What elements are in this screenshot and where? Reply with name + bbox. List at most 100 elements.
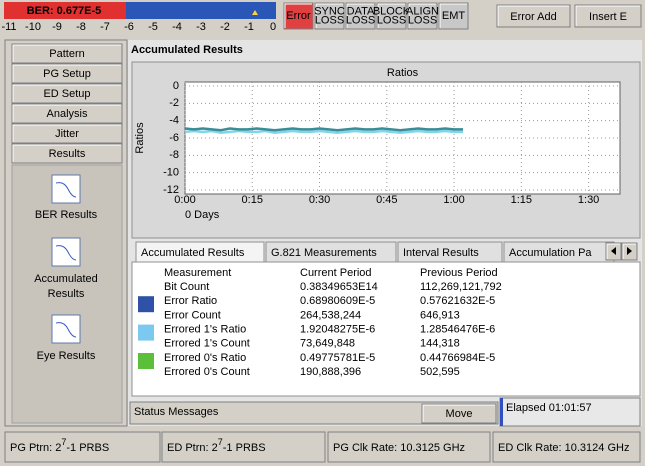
result-label: Results bbox=[48, 288, 85, 300]
ber-scale-label: -4 bbox=[172, 21, 182, 33]
x-tick-label: 1:00 bbox=[443, 194, 464, 206]
footer-cell bbox=[492, 431, 641, 463]
footer-label: ED Ptrn: 27-1 PRBS bbox=[167, 437, 266, 454]
table-area bbox=[131, 261, 641, 397]
plot-area bbox=[184, 81, 621, 195]
tab-scroll-right-bevel bbox=[622, 243, 636, 259]
status-flag bbox=[438, 2, 469, 30]
nav-button-bevel bbox=[12, 104, 121, 122]
nav-label: Analysis bbox=[47, 108, 88, 120]
elapsed-label: Elapsed 01:01:57 bbox=[506, 402, 592, 414]
result-icon[interactable] bbox=[51, 174, 81, 204]
table-cell: 0.68980609E-5 bbox=[300, 295, 375, 307]
button-bevel bbox=[497, 5, 569, 26]
x-sub-label: 0 Days bbox=[185, 209, 220, 221]
result-icon[interactable] bbox=[51, 314, 81, 344]
ber-scale-label: -8 bbox=[76, 21, 86, 33]
row-swatch bbox=[138, 324, 154, 341]
footer-cell bbox=[327, 431, 491, 463]
table-header: Previous Period bbox=[420, 267, 498, 279]
x-tick-label: 1:15 bbox=[511, 194, 532, 206]
table-cell: Error Ratio bbox=[164, 295, 217, 307]
x-tick-label: 0:30 bbox=[309, 194, 330, 206]
status-flag-bevel bbox=[439, 3, 467, 28]
table-header: Measurement bbox=[164, 267, 231, 279]
flag-label: LOSS bbox=[346, 14, 375, 26]
series-line bbox=[184, 127, 464, 132]
table-cell: 1.28546476E-6 bbox=[420, 324, 495, 336]
nav-button-bevel bbox=[12, 124, 121, 142]
status-flag-bevel bbox=[408, 3, 436, 28]
table-cell: 0.44766984E-5 bbox=[420, 352, 495, 364]
nav-label: Jitter bbox=[55, 128, 79, 140]
y-tick-label: 0 bbox=[173, 80, 179, 92]
arrow bbox=[627, 247, 632, 255]
status-flag-bevel bbox=[346, 3, 374, 28]
ber-scale-label: -9 bbox=[52, 21, 62, 33]
table-cell: 0.57621632E-5 bbox=[420, 295, 495, 307]
table-cell: Errored 0's Ratio bbox=[164, 352, 246, 364]
table-cell: 0.49775781E-5 bbox=[300, 352, 375, 364]
table-cell: 1.92048275E-6 bbox=[300, 324, 375, 336]
table-cell: Errored 1's Ratio bbox=[164, 324, 246, 336]
ber-pointer bbox=[252, 10, 258, 15]
status-flag-bevel bbox=[315, 3, 343, 28]
footer-post: -1 PRBS bbox=[66, 442, 109, 454]
result-icon-graphic bbox=[55, 182, 77, 198]
status-flag-bevel bbox=[284, 3, 312, 28]
ber-bar-red bbox=[4, 2, 126, 19]
button[interactable] bbox=[496, 4, 571, 28]
tab-label: Accumulated Results bbox=[141, 247, 245, 259]
nav-button[interactable] bbox=[11, 123, 123, 144]
row-swatch bbox=[138, 353, 154, 369]
row-swatch bbox=[138, 296, 154, 313]
ber-scale-label: -3 bbox=[196, 21, 206, 33]
nav-button-bevel bbox=[12, 44, 121, 62]
status-flag bbox=[314, 2, 345, 30]
footer-pre: ED Ptrn: 2 bbox=[167, 442, 218, 454]
table-cell: 646,913 bbox=[420, 309, 460, 321]
ber-label: BER: 0.677E-5 bbox=[27, 5, 102, 17]
result-icon-graphic bbox=[55, 245, 77, 261]
nav-button[interactable] bbox=[11, 43, 123, 64]
ber-scale-label: -1 bbox=[244, 21, 254, 33]
flag-label: Error bbox=[286, 10, 311, 22]
page-title: Accumulated Results bbox=[131, 44, 243, 56]
table-header: Current Period bbox=[300, 267, 372, 279]
nav-button-bevel bbox=[12, 64, 121, 82]
table-cell: Error Count bbox=[164, 309, 221, 321]
table-cell: Bit Count bbox=[164, 281, 209, 293]
nav-button[interactable] bbox=[11, 143, 123, 164]
flag-label: LOSS bbox=[315, 14, 344, 26]
nav-button[interactable] bbox=[11, 103, 123, 124]
footer-label: ED Clk Rate: 10.3124 GHz bbox=[498, 442, 629, 454]
x-tick-label: 0:45 bbox=[376, 194, 397, 206]
table-cell: 0.38349653E14 bbox=[300, 281, 378, 293]
x-tick-label: 1:30 bbox=[578, 194, 599, 206]
x-tick-label: 0:00 bbox=[174, 194, 195, 206]
nav-label: Results bbox=[49, 148, 86, 160]
table-cell: 190,888,396 bbox=[300, 366, 361, 378]
flag-label: BLOCK bbox=[373, 5, 411, 17]
y-axis-label: Ratios bbox=[134, 122, 146, 154]
table-cell: Errored 0's Count bbox=[164, 366, 250, 378]
result-label: BER Results bbox=[35, 209, 98, 221]
button-label: Error Add bbox=[510, 11, 556, 23]
arrow bbox=[611, 247, 616, 255]
result-icon[interactable] bbox=[51, 237, 81, 267]
table-cell: 264,538,244 bbox=[300, 309, 361, 321]
status-label: Status Messages bbox=[134, 406, 219, 418]
status-flag-bevel bbox=[377, 3, 405, 28]
nav-label: Pattern bbox=[49, 48, 84, 60]
results-area bbox=[11, 164, 123, 424]
flag-label: LOSS bbox=[377, 14, 406, 26]
button[interactable] bbox=[574, 4, 642, 28]
nav-button[interactable] bbox=[11, 63, 123, 84]
footer-sup: 7 bbox=[61, 437, 66, 447]
button-bevel bbox=[575, 5, 640, 26]
nav-button-bevel bbox=[12, 84, 121, 102]
elapsed-box bbox=[499, 397, 641, 427]
nav-button[interactable] bbox=[11, 83, 123, 104]
move-button[interactable] bbox=[421, 403, 497, 424]
